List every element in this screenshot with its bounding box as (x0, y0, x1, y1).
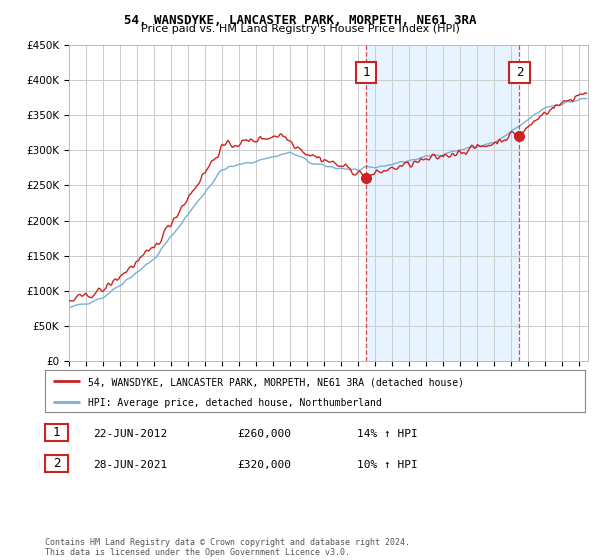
Text: 22-JUN-2012: 22-JUN-2012 (93, 429, 167, 439)
Text: 2: 2 (515, 67, 523, 80)
Text: 1: 1 (53, 426, 60, 440)
Text: 10% ↑ HPI: 10% ↑ HPI (357, 460, 418, 470)
Text: 28-JUN-2021: 28-JUN-2021 (93, 460, 167, 470)
Text: 2: 2 (53, 457, 60, 470)
Text: £320,000: £320,000 (237, 460, 291, 470)
Text: £260,000: £260,000 (237, 429, 291, 439)
Text: 54, WANSDYKE, LANCASTER PARK, MORPETH, NE61 3RA (detached house): 54, WANSDYKE, LANCASTER PARK, MORPETH, N… (88, 377, 464, 387)
Text: 1: 1 (362, 67, 370, 80)
Text: 54, WANSDYKE, LANCASTER PARK, MORPETH, NE61 3RA: 54, WANSDYKE, LANCASTER PARK, MORPETH, N… (124, 14, 476, 27)
FancyBboxPatch shape (509, 62, 530, 83)
Text: HPI: Average price, detached house, Northumberland: HPI: Average price, detached house, Nort… (88, 398, 382, 408)
Bar (366, 45, 520, 361)
Text: 14% ↑ HPI: 14% ↑ HPI (357, 429, 418, 439)
Text: Price paid vs. HM Land Registry's House Price Index (HPI): Price paid vs. HM Land Registry's House … (140, 24, 460, 34)
FancyBboxPatch shape (356, 62, 376, 83)
Text: Contains HM Land Registry data © Crown copyright and database right 2024.
This d: Contains HM Land Registry data © Crown c… (45, 538, 410, 557)
